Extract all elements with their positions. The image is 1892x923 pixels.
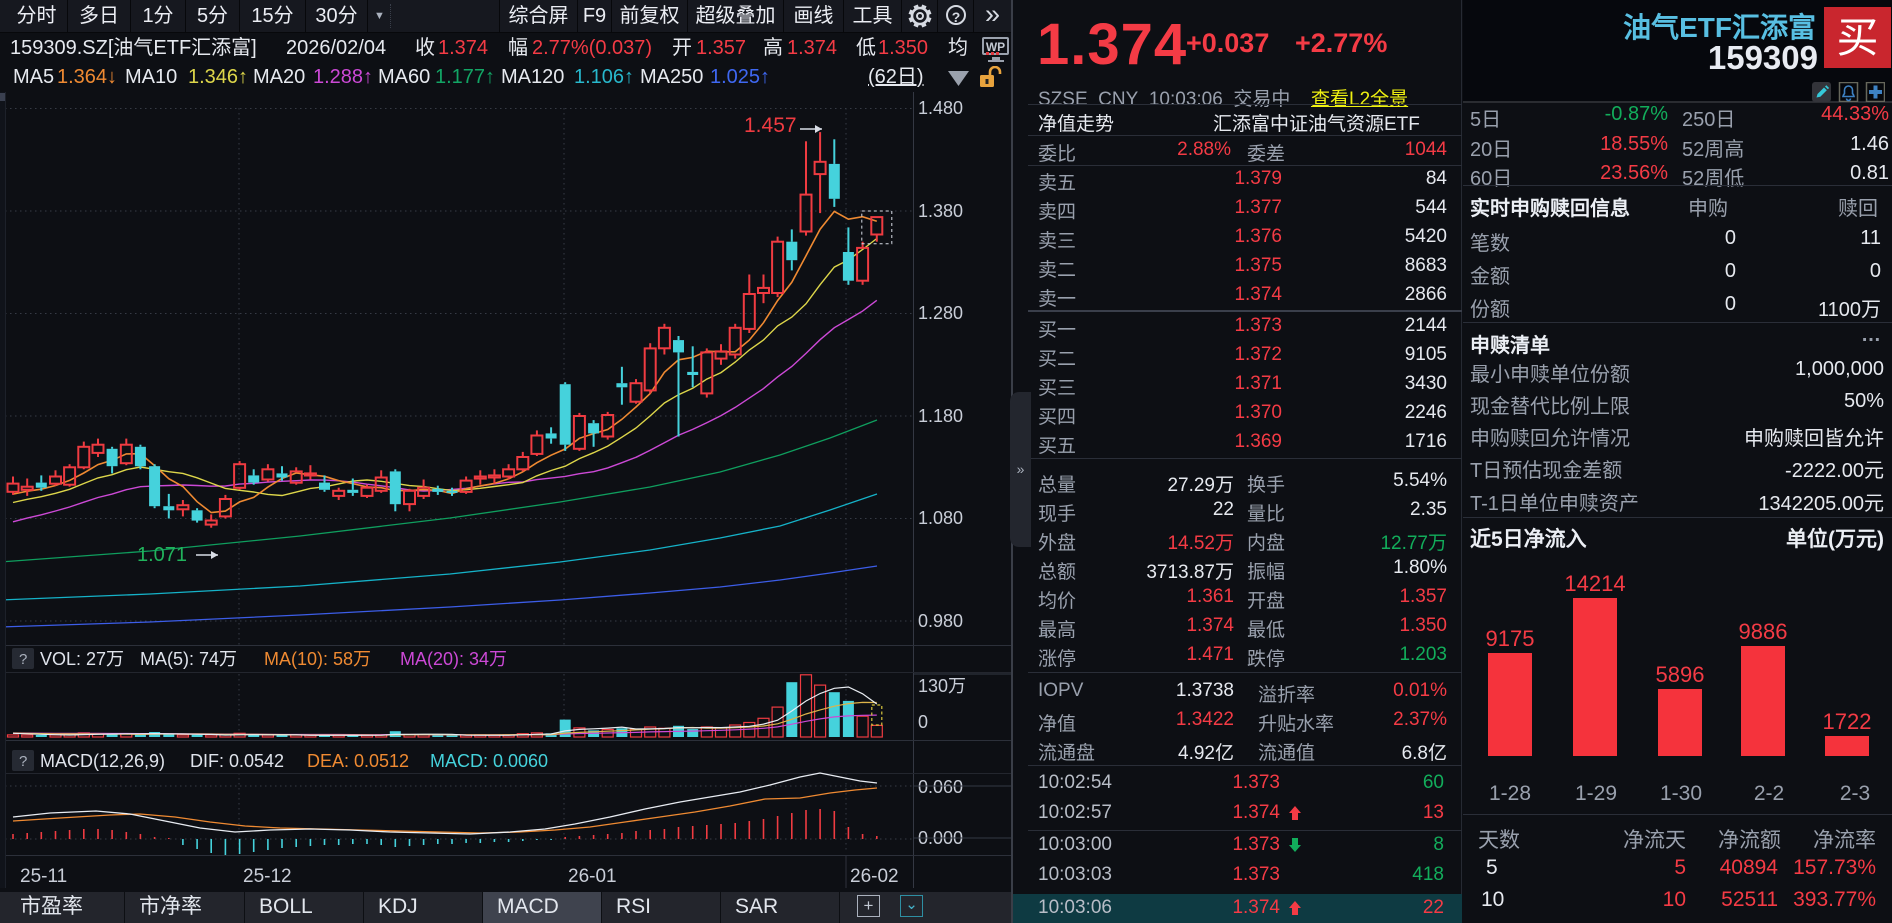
svg-text:130万: 130万 [918, 676, 966, 696]
svg-text:1.080: 1.080 [918, 508, 963, 528]
svg-text:1.457: 1.457 [744, 114, 797, 137]
svg-text:MA(10): 58万: MA(10): 58万 [264, 649, 371, 669]
svg-text:DEA: 0.0512: DEA: 0.0512 [307, 751, 409, 771]
svg-text:DIF: 0.0542: DIF: 0.0542 [190, 751, 284, 771]
svg-text:1.380: 1.380 [918, 201, 963, 221]
svg-text:0.060: 0.060 [918, 777, 963, 797]
svg-text:MA(5): 74万: MA(5): 74万 [140, 649, 237, 669]
svg-text:1.480: 1.480 [918, 98, 963, 118]
svg-text:MACD: 0.0060: MACD: 0.0060 [430, 751, 548, 771]
svg-text:25-11: 25-11 [20, 866, 67, 887]
svg-text:VOL: 27万: VOL: 27万 [40, 649, 124, 669]
svg-text:?: ? [19, 753, 27, 770]
svg-text:MACD(12,26,9): MACD(12,26,9) [40, 751, 165, 771]
svg-text:1.180: 1.180 [918, 406, 963, 426]
svg-text:MA(20): 34万: MA(20): 34万 [400, 649, 507, 669]
svg-text:0.980: 0.980 [918, 611, 963, 631]
svg-text:26-02: 26-02 [850, 866, 899, 887]
svg-text:0: 0 [918, 712, 928, 732]
svg-text:26-01: 26-01 [568, 866, 617, 887]
svg-text:25-12: 25-12 [243, 866, 292, 887]
svg-text:1.071: 1.071 [137, 544, 187, 566]
svg-text:?: ? [19, 651, 27, 668]
svg-text:1.280: 1.280 [918, 303, 963, 323]
